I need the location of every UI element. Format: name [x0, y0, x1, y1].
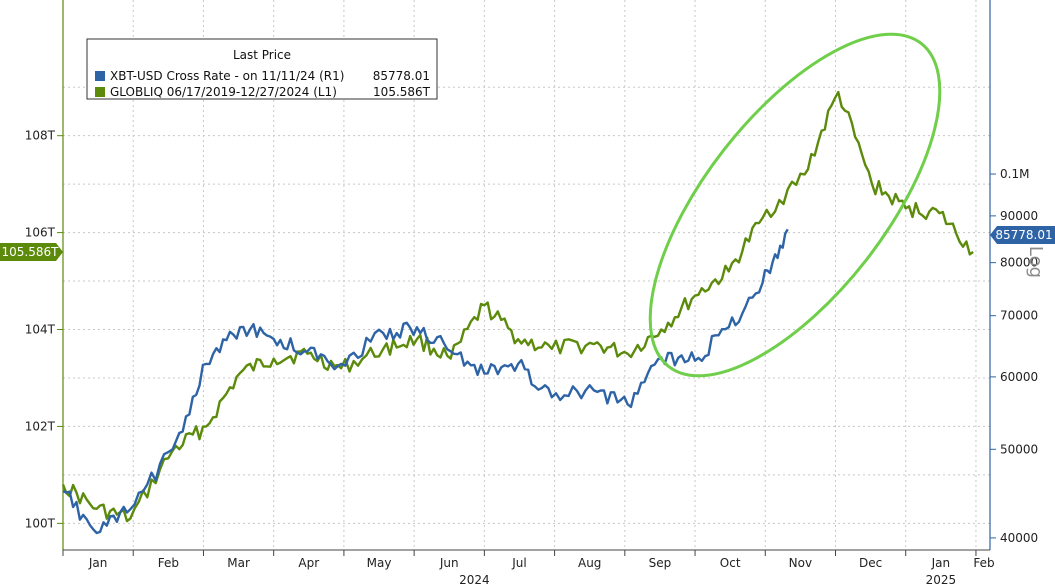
right-last-value-label: 85778.01 — [995, 228, 1052, 242]
x-axis-month-label: Aug — [578, 556, 601, 570]
x-axis-year-label: 2025 — [926, 573, 957, 587]
last-value-badges: 105.586T 85778.01 — [0, 225, 1055, 261]
legend-entry-value: 85778.01 — [373, 69, 430, 83]
x-axis-month-label: Jan — [931, 556, 951, 570]
right-axis-tick-label: 50000 — [1000, 442, 1038, 456]
left-axis-tick-label: 100T — [25, 516, 56, 530]
legend-title: Last Price — [233, 48, 291, 62]
legend-entry-label: XBT-USD Cross Rate - on 11/11/24 (R1) — [110, 69, 344, 83]
legend-swatch — [95, 87, 105, 97]
x-axis-month-label: Feb — [973, 556, 994, 570]
right-axis-tick-label: 60000 — [1000, 370, 1038, 384]
x-axis-year-label: 2024 — [459, 573, 490, 587]
right-axis-tick-label: 0.1M — [1000, 167, 1029, 181]
right-axis-tick-label: 70000 — [1000, 309, 1038, 323]
right-axis-tick-label: 80000 — [1000, 256, 1038, 270]
x-axis-month-label: Jul — [511, 556, 526, 570]
x-axis-month-label: Mar — [227, 556, 250, 570]
x-axis-month-label: May — [367, 556, 392, 570]
left-axis-tick-label: 108T — [25, 129, 56, 143]
x-axis-month-label: Jun — [439, 556, 459, 570]
right-last-value-badge — [990, 225, 1055, 244]
right-axis-scale-label: Log — [1025, 246, 1046, 278]
right-axis: 40000 50000 60000 70000 80000 90000 0.1M — [990, 167, 1038, 545]
x-axis-month-label: Oct — [720, 556, 741, 570]
x-axis-month-label: Nov — [789, 556, 812, 570]
x-axis-month-label: Sep — [649, 556, 672, 570]
left-last-value-label: 105.586T — [2, 245, 60, 259]
left-axis-tick-label: 106T — [25, 226, 56, 240]
left-axis: 100T 102T 104T 106T 108T — [25, 129, 63, 530]
x-axis-month-label: Jan — [88, 556, 108, 570]
x-axis-month-label: Apr — [298, 556, 319, 570]
annotation-layer — [648, 32, 942, 378]
legend: Last Price XBT-USD Cross Rate - on 11/11/… — [86, 38, 438, 100]
right-axis-tick-label: 40000 — [1000, 531, 1038, 545]
left-axis-tick-label: 102T — [25, 419, 56, 433]
globliq-series-line — [61, 90, 974, 523]
left-axis-tick-label: 104T — [25, 323, 56, 337]
legend-box — [86, 38, 438, 100]
legend-entry-value: 105.586T — [373, 85, 431, 99]
x-axis-month-label: Dec — [859, 556, 882, 570]
x-axis: Jan Feb Mar Apr May Jun Jul Aug Sep Oct Nov Dec Jan F… — [62, 550, 995, 587]
right-axis-tick-label: 90000 — [1000, 209, 1038, 223]
x-axis-month-label: Feb — [158, 556, 179, 570]
highlight-ellipse — [648, 32, 942, 378]
legend-swatch — [95, 71, 105, 81]
left-last-value-badge — [0, 242, 63, 261]
xbt-usd-series-line — [62, 228, 789, 535]
series-layer — [61, 90, 974, 535]
legend-entry-label: GLOBLIQ 06/17/2019-12/27/2024 (L1) — [110, 85, 337, 99]
